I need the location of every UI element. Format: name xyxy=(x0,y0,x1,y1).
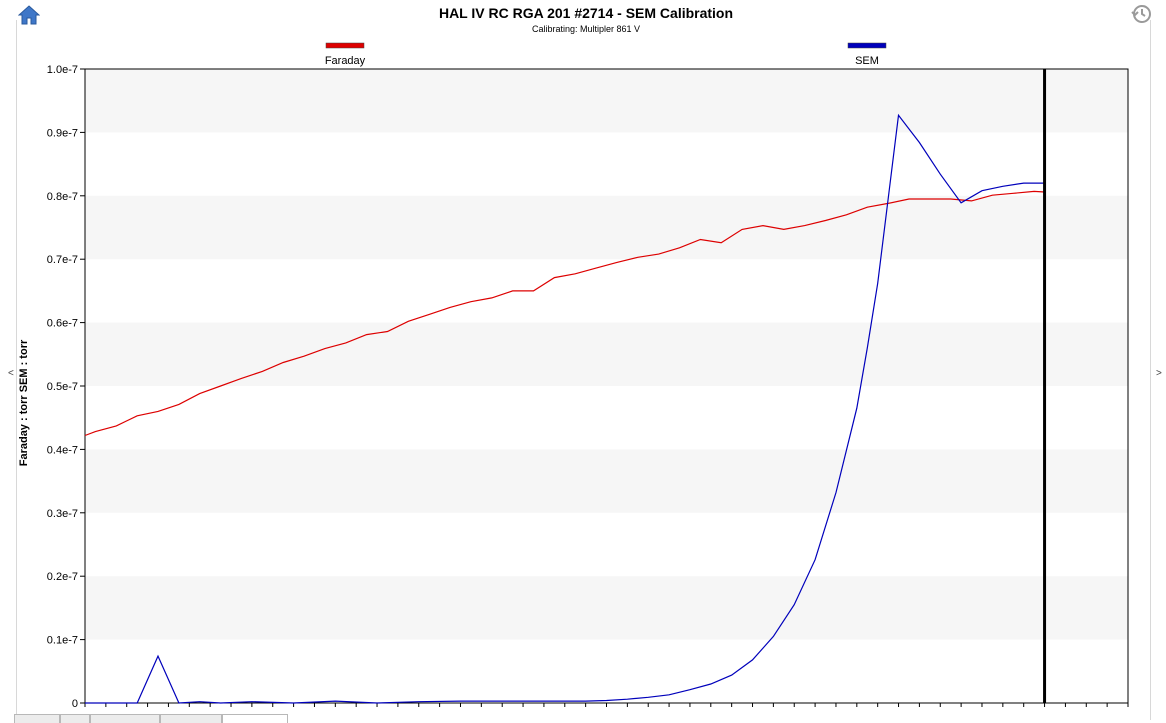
y-tick-label: 0.4e-7 xyxy=(47,444,78,456)
y-tick-label: 0.6e-7 xyxy=(47,318,78,330)
x-axis-ticks xyxy=(84,703,1129,707)
chart-subtitle: Calibrating: Multipler 861 V xyxy=(531,24,641,34)
bottom-tab-active[interactable] xyxy=(222,714,288,723)
history-icon[interactable] xyxy=(1130,2,1154,26)
series-lines xyxy=(84,113,1045,704)
y-tick-label: 0.1e-7 xyxy=(47,635,78,647)
home-icon[interactable] xyxy=(18,4,40,26)
legend-label-sem: SEM xyxy=(855,55,879,67)
y-tick-label: 0.7e-7 xyxy=(47,254,78,266)
series-line-faraday xyxy=(84,190,1045,437)
y-tick-label: 0.3e-7 xyxy=(47,508,78,520)
bottom-tab[interactable] xyxy=(60,714,90,723)
grid-band xyxy=(85,195,1128,260)
grid-band xyxy=(85,322,1128,386)
grid-band xyxy=(85,69,1128,133)
y-tick-label: 0.9e-7 xyxy=(47,127,78,139)
grid-bands xyxy=(85,69,1128,640)
bottom-tab[interactable] xyxy=(160,714,222,723)
frame-left-edge xyxy=(16,20,17,720)
legend-swatch-faraday xyxy=(325,42,365,49)
legend: Faraday SEM xyxy=(325,42,887,67)
grid-band xyxy=(85,449,1128,513)
y-axis-label: Faraday : torr SEM : torr xyxy=(18,339,30,466)
bottom-tab[interactable] xyxy=(90,714,160,723)
chart-title: HAL IV RC RGA 201 #2714 - SEM Calibratio… xyxy=(438,5,734,21)
right-panel-toggle[interactable]: > xyxy=(1156,368,1162,379)
frame-right-edge xyxy=(1150,20,1151,720)
left-panel-toggle[interactable]: < xyxy=(8,368,14,379)
y-tick-label: 0.2e-7 xyxy=(47,571,78,583)
y-tick-label: 1.0e-7 xyxy=(47,64,78,76)
grid-band xyxy=(85,576,1128,640)
series-line-sem xyxy=(85,113,1045,704)
bottom-tab[interactable] xyxy=(14,714,60,723)
y-axis: 0 0.1e-7 0.2e-7 0.3e-7 0.4e-7 0.5e-7 0.6e-7 0.7… xyxy=(47,64,85,710)
y-tick-label: 0.8e-7 xyxy=(47,191,78,203)
y-tick-label: 0 xyxy=(72,698,78,710)
y-tick-label: 0.5e-7 xyxy=(47,381,78,393)
legend-swatch-sem xyxy=(847,42,887,49)
legend-label-faraday: Faraday xyxy=(325,55,366,67)
